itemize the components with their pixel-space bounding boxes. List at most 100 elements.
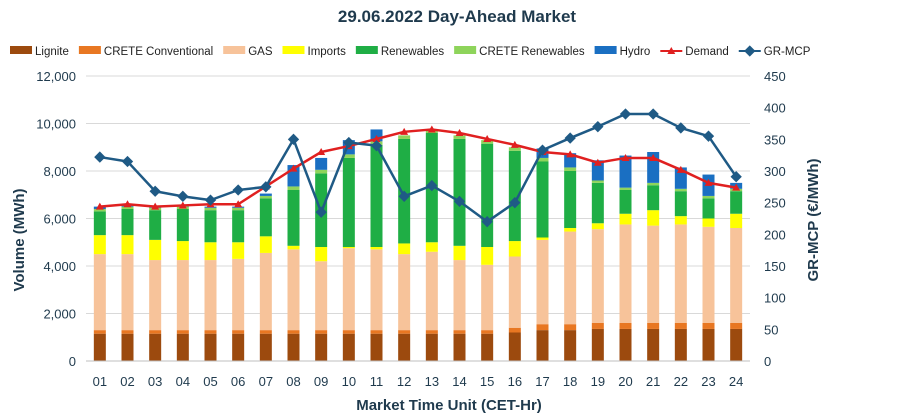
y2-tick-label: 0: [764, 354, 771, 369]
legend-label-crete-conventional: CRETE Conventional: [104, 46, 213, 58]
bar-gas: [508, 256, 521, 328]
bar-crete-conventional: [342, 330, 355, 334]
y-axis-title: Volume (MWh): [11, 188, 28, 291]
bar-lignite: [619, 328, 632, 361]
legend-marker-demand: [667, 47, 676, 54]
bar-gas: [425, 251, 438, 331]
bar-lignite: [315, 333, 328, 361]
bar-imports: [149, 239, 162, 261]
x-tick-label: 02: [120, 374, 134, 389]
bar-lignite: [149, 333, 162, 361]
bar-crete-conventional: [674, 323, 687, 329]
gr-mcp-point: [177, 190, 189, 202]
bar-lignite: [370, 333, 383, 361]
bar-renewables: [674, 191, 687, 217]
bar-imports: [204, 242, 217, 261]
demand-point: [95, 202, 104, 210]
bar-gas: [536, 239, 549, 325]
bar-hydro: [619, 155, 632, 188]
bar-renewables: [149, 210, 162, 240]
bar-imports: [481, 247, 494, 265]
bar-crete-renewables: [619, 187, 632, 190]
demand-point: [704, 178, 713, 186]
gr-mcp-point: [315, 206, 327, 218]
legend-swatch-imports: [282, 46, 305, 54]
demand-point: [123, 200, 132, 208]
x-tick-label: 19: [591, 374, 605, 389]
y2-tick-label: 150: [764, 259, 786, 274]
bar-gas: [204, 260, 217, 331]
bar-renewables: [564, 171, 577, 228]
bar-lignite: [398, 333, 411, 361]
bar-crete-conventional: [481, 330, 494, 334]
bar-imports: [591, 223, 604, 230]
gr-mcp-point: [647, 108, 659, 120]
bar-gas: [149, 260, 162, 331]
demand-point: [427, 125, 436, 133]
y2-tick-label: 100: [764, 291, 786, 306]
y2-axis-ticks: 0 50 100 150 200 250 300 350 400 450: [764, 69, 786, 369]
x-tick-label: 17: [535, 374, 549, 389]
y2-axis-title: GR-MCP (€/MWh): [805, 158, 822, 281]
bar-crete-conventional: [204, 330, 217, 334]
bar-gas: [398, 254, 411, 331]
bar-crete-conventional: [398, 330, 411, 334]
bar-imports: [674, 216, 687, 225]
bar-gas: [730, 228, 743, 323]
bar-crete-conventional: [508, 327, 521, 333]
demand-point: [510, 140, 519, 148]
bar-renewables: [702, 198, 715, 219]
bar-renewables: [259, 198, 272, 237]
bar-gas: [702, 226, 715, 323]
legend-swatch-lignite: [10, 46, 32, 54]
gr-mcp-point: [564, 132, 576, 144]
bar-lignite: [481, 333, 494, 361]
x-tick-label: 24: [729, 374, 743, 389]
bar-imports: [536, 237, 549, 240]
bar-imports: [259, 236, 272, 253]
bar-lignite: [508, 332, 521, 361]
demand-point: [372, 134, 381, 142]
legend-label-lignite: Lignite: [35, 46, 69, 58]
bar-renewables: [93, 211, 106, 236]
legend-label-imports: Imports: [308, 46, 347, 58]
bar-lignite: [232, 333, 245, 361]
bar-lignite: [425, 333, 438, 361]
x-tick-label: 22: [674, 374, 688, 389]
x-tick-label: 11: [370, 374, 384, 389]
x-tick-label: 10: [342, 374, 356, 389]
x-tick-label: 07: [259, 374, 273, 389]
bar-imports: [370, 247, 383, 250]
gr-mcp-point: [398, 190, 410, 202]
x-tick-label: 23: [701, 374, 715, 389]
x-axis-ticks: 01 02 03 04 05 06 07 08 09 10 11 12 13 14 15 16 17 18 19 20…: [93, 374, 744, 389]
y-tick-label: 2,000: [43, 307, 76, 322]
bar-lignite: [259, 333, 272, 361]
bar-lignite: [564, 330, 577, 361]
bar-crete-renewables: [93, 209, 106, 212]
bars: [93, 129, 743, 361]
gr-mcp-point: [204, 194, 217, 206]
bar-lignite: [730, 328, 743, 361]
legend-swatch-crete-conventional: [78, 46, 101, 54]
gr-mcp-point: [536, 144, 549, 156]
gr-mcp-point: [702, 130, 715, 142]
bar-crete-renewables: [591, 180, 604, 183]
bar-gas: [315, 261, 328, 331]
gr-mcp-point: [426, 179, 438, 192]
gr-mcp-point: [94, 151, 106, 163]
bar-crete-renewables: [121, 206, 134, 209]
bar-imports: [425, 242, 438, 252]
gr-mcp-point: [619, 108, 632, 120]
bar-crete-renewables: [259, 195, 272, 199]
x-tick-label: 21: [646, 374, 660, 389]
gr-mcp-point: [453, 195, 466, 208]
bar-lignite: [591, 328, 604, 361]
bar-hydro: [315, 157, 328, 170]
lines: [94, 108, 742, 228]
grid: [86, 75, 750, 314]
gr-mcp-point: [592, 121, 604, 133]
bar-gas: [453, 260, 466, 331]
bar-crete-conventional: [232, 330, 245, 334]
demand-point: [317, 148, 326, 155]
